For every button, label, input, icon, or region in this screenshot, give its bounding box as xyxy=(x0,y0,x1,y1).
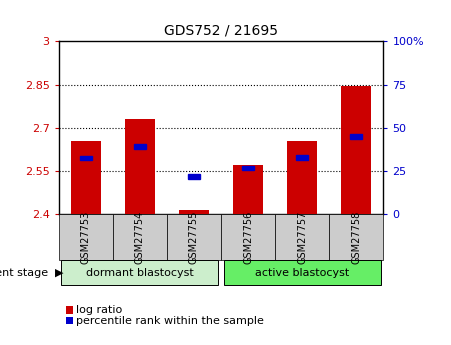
Text: ▶: ▶ xyxy=(55,268,63,277)
Bar xyxy=(233,165,263,214)
Bar xyxy=(341,86,371,214)
Bar xyxy=(350,134,362,139)
Bar xyxy=(71,141,101,214)
Text: GSM27757: GSM27757 xyxy=(297,210,307,264)
Bar xyxy=(296,155,308,159)
Text: GSM27756: GSM27756 xyxy=(243,210,253,264)
Text: active blastocyst: active blastocyst xyxy=(255,268,349,277)
Text: GSM27755: GSM27755 xyxy=(189,210,199,264)
Bar xyxy=(80,156,92,160)
Text: GSM27754: GSM27754 xyxy=(135,210,145,264)
Text: percentile rank within the sample: percentile rank within the sample xyxy=(76,316,264,325)
Bar xyxy=(125,119,155,214)
Bar xyxy=(188,174,200,179)
Text: GSM27753: GSM27753 xyxy=(81,210,91,264)
Text: log ratio: log ratio xyxy=(76,305,122,315)
Text: GSM27758: GSM27758 xyxy=(351,210,361,264)
Text: dormant blastocyst: dormant blastocyst xyxy=(86,268,193,277)
Text: development stage: development stage xyxy=(0,268,48,277)
Bar xyxy=(287,141,317,214)
Bar xyxy=(179,210,209,214)
Bar xyxy=(242,166,254,170)
Bar xyxy=(134,144,146,149)
Title: GDS752 / 21695: GDS752 / 21695 xyxy=(164,23,278,38)
